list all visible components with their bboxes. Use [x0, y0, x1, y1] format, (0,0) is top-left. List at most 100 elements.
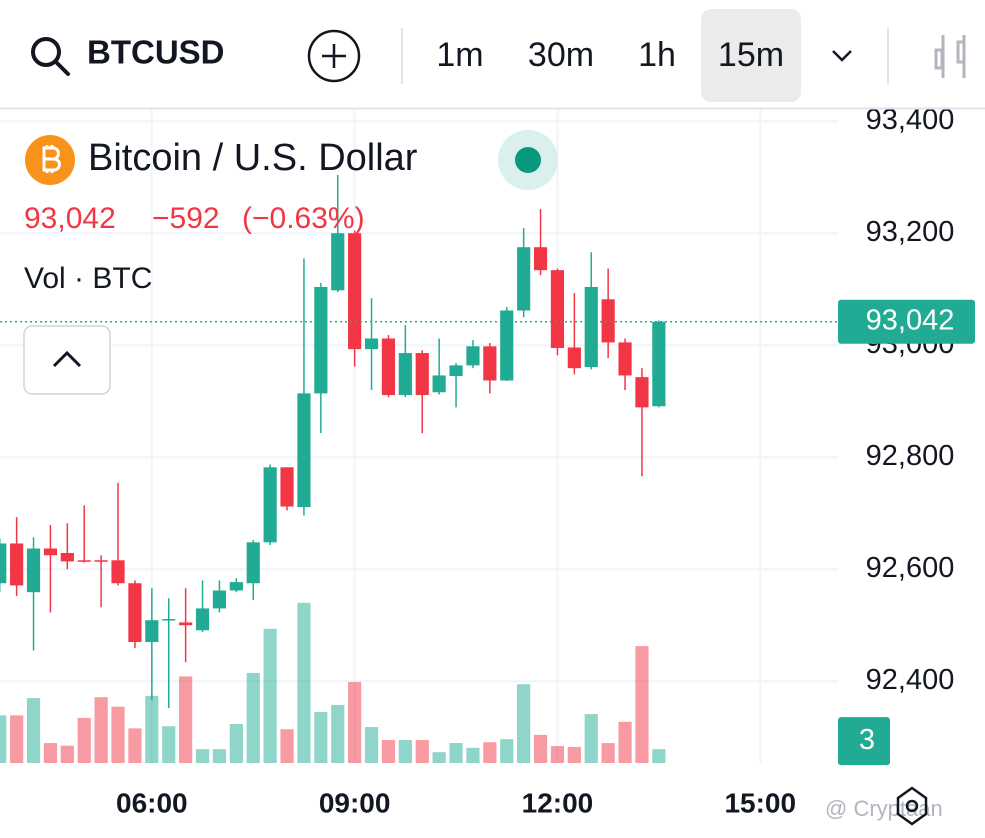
- candle-body: [179, 622, 193, 626]
- candle-body: [652, 321, 666, 407]
- volume-bar: [0, 715, 7, 763]
- volume-bar: [348, 682, 362, 763]
- toolbar: [0, 0, 985, 108]
- volume-bar: [398, 740, 412, 763]
- volume-bar: [449, 743, 463, 763]
- volume-bar: [584, 714, 598, 763]
- candle-body: [0, 543, 7, 584]
- interval-dropdown[interactable]: [832, 50, 852, 62]
- volume-bar: [77, 717, 91, 763]
- legend-title: Bitcoin / U.S. Dollar: [88, 137, 418, 179]
- volume-bar: [567, 746, 581, 763]
- candle-body: [415, 353, 429, 396]
- volume-bar: [297, 602, 311, 763]
- volume-bar: [26, 698, 41, 763]
- settings-icon[interactable]: [896, 786, 928, 826]
- volume-bar: [618, 721, 632, 763]
- search-icon[interactable]: [31, 37, 70, 76]
- candle-body: [348, 233, 362, 350]
- volume-bar: [517, 684, 531, 763]
- volume-bar: [415, 740, 429, 763]
- volume-bar: [111, 706, 125, 763]
- candle-body: [162, 619, 176, 621]
- volume-bar: [432, 752, 446, 763]
- volume-bar: [466, 747, 480, 763]
- price-change: −592: [152, 202, 220, 235]
- volume-bar: [280, 729, 294, 763]
- market-status-dot: [515, 147, 541, 173]
- candle-body: [26, 548, 41, 593]
- interval-button[interactable]: 15m: [718, 36, 784, 74]
- price-pane: [0, 174, 838, 709]
- candle-body: [449, 365, 463, 377]
- volume-badge: [838, 717, 890, 766]
- candle-body: [10, 543, 24, 586]
- intervals: 1m 30m 1h 15m: [436, 36, 784, 74]
- candle-body: [263, 467, 277, 543]
- volume-bar: [128, 728, 142, 763]
- y-tick-label: 92,800: [866, 440, 955, 472]
- add-symbol[interactable]: [307, 29, 361, 83]
- candle-body: [584, 286, 598, 368]
- volume-bar: [500, 739, 514, 763]
- candle-body: [567, 347, 581, 369]
- candle-body: [364, 338, 379, 350]
- coin-icon: [25, 135, 75, 185]
- volume-bar: [331, 704, 345, 763]
- candle-body: [43, 548, 58, 556]
- candle-body: [635, 377, 649, 408]
- chart-type-icon[interactable]: [934, 35, 966, 78]
- volume-pane: [0, 602, 666, 763]
- price-change-percent: (−0.63%): [242, 202, 365, 235]
- volume-bar: [162, 726, 176, 763]
- last-price: 93,042: [24, 202, 116, 235]
- volume-bar: [145, 695, 159, 763]
- candle-body: [280, 467, 294, 507]
- symbol[interactable]: BTCUSD: [87, 34, 225, 71]
- candle-body: [128, 583, 142, 643]
- volume-bar: [381, 740, 396, 763]
- interval-button[interactable]: 1h: [638, 36, 676, 74]
- volume-bar: [635, 646, 649, 763]
- candle-body: [398, 353, 412, 396]
- volume-bar: [263, 628, 277, 763]
- interval-button[interactable]: 1m: [436, 36, 483, 74]
- candle-body: [381, 338, 396, 396]
- volume-bar: [60, 745, 74, 763]
- candle-body: [229, 582, 243, 591]
- candle-body: [550, 270, 565, 349]
- volume-bar: [10, 715, 24, 763]
- volume-bar: [314, 711, 328, 763]
- candle-body: [432, 375, 446, 393]
- candle-body: [195, 608, 210, 631]
- candle-body: [466, 346, 480, 366]
- y-tick-label: 92,600: [866, 552, 955, 584]
- collapse-legend[interactable]: [23, 325, 111, 395]
- volume-bar: [43, 743, 58, 763]
- volume-bar: [533, 734, 548, 763]
- volume-bar: [195, 749, 210, 763]
- volume-bar: [229, 724, 243, 763]
- candle-body: [145, 620, 159, 643]
- candle-body: [246, 542, 260, 584]
- candle-body: [331, 233, 345, 291]
- interval-button[interactable]: 30m: [528, 36, 594, 74]
- candle-body: [212, 590, 227, 609]
- candle-body: [314, 286, 328, 394]
- x-tick-label: 15:00: [724, 787, 796, 818]
- x-tick-label: 09:00: [319, 787, 391, 818]
- volume-bar: [483, 742, 497, 763]
- candle-body: [601, 299, 615, 343]
- volume-bar: [212, 749, 227, 763]
- y-tick-label: 93,200: [866, 216, 955, 248]
- volume-bar: [364, 727, 379, 763]
- candle-body: [483, 346, 497, 381]
- y-tick-label: 92,400: [866, 664, 955, 696]
- volume-bar: [550, 746, 565, 763]
- candle-body: [60, 552, 74, 562]
- candle-body: [94, 560, 108, 562]
- candle-body: [111, 560, 125, 584]
- volume-bar: [246, 672, 260, 763]
